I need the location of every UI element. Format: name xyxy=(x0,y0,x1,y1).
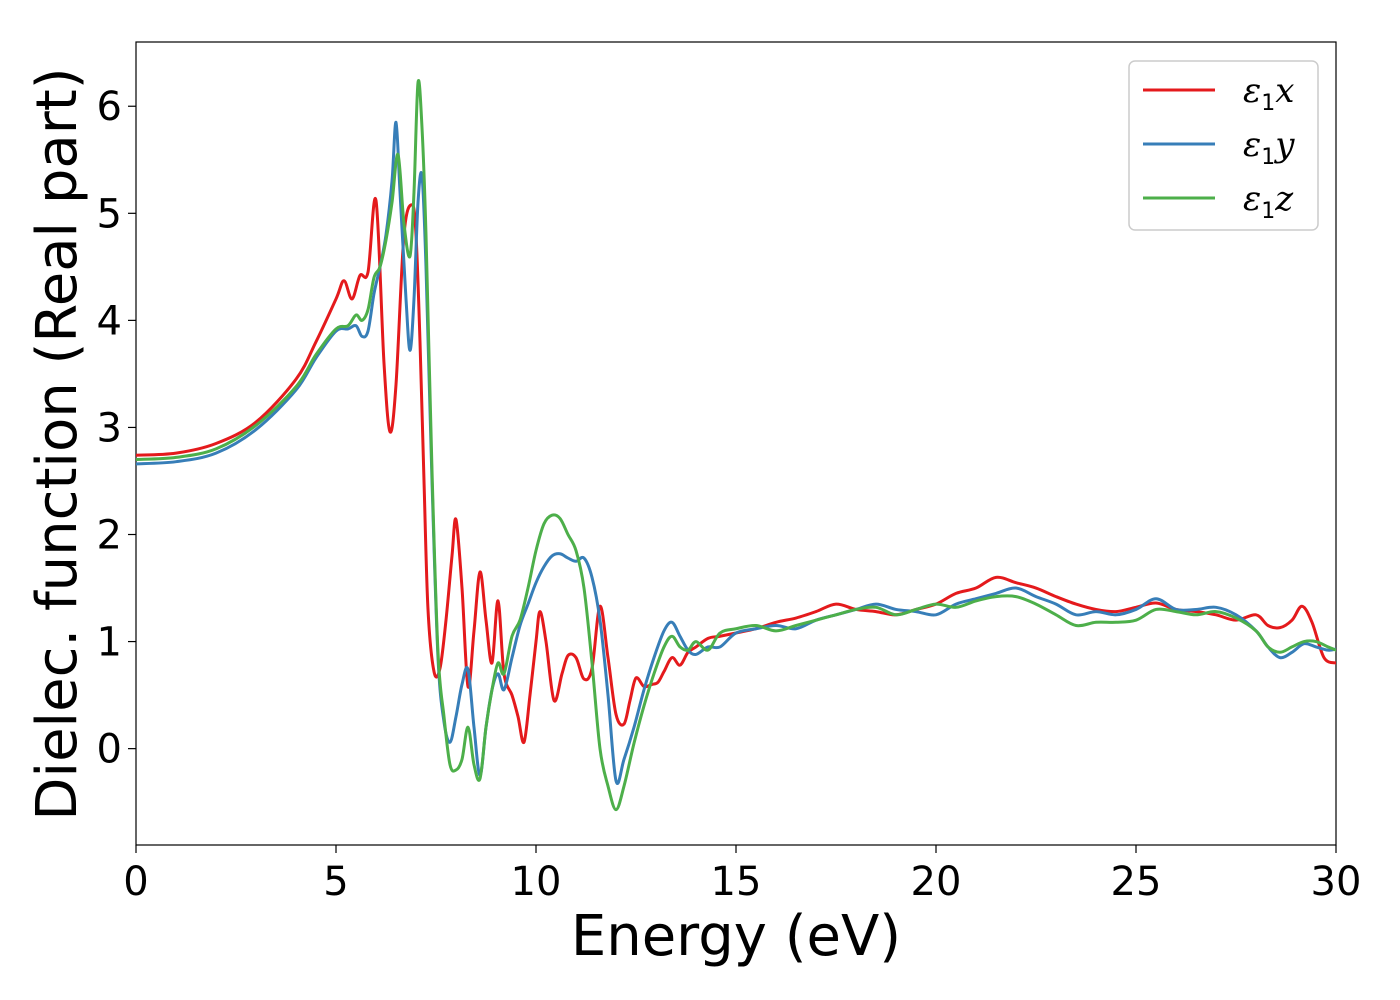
series-layer xyxy=(136,79,1336,812)
x-tick-label: 15 xyxy=(711,859,762,905)
y-tick-label: 3 xyxy=(97,405,122,451)
x-tick-label: 10 xyxy=(511,859,562,905)
y-tick-label: 1 xyxy=(97,620,122,666)
y-tick-label: 0 xyxy=(97,727,122,773)
legend-label-y: ε1y xyxy=(1243,125,1295,170)
x-tick-label: 25 xyxy=(1111,859,1162,905)
legend-frame xyxy=(1128,60,1319,231)
series-line-y xyxy=(136,120,1336,785)
x-axis-label: Energy (eV) xyxy=(571,904,901,969)
x-tick-label: 5 xyxy=(323,859,348,905)
y-tick-label: 5 xyxy=(97,191,122,237)
y-tick-label: 2 xyxy=(97,513,122,559)
x-tick-label: 0 xyxy=(123,859,148,905)
y-tick-label: 6 xyxy=(97,84,122,130)
y-axis-label: Dielec. function (Real part) xyxy=(25,67,90,820)
x-tick-label: 20 xyxy=(911,859,962,905)
legend: ε1x ε1y ε1z xyxy=(1128,60,1319,231)
series-line-z xyxy=(136,79,1336,812)
x-axis-ticks: 0 5 10 15 20 25 30 xyxy=(123,845,1361,905)
y-axis-ticks: 0 1 2 3 4 5 6 xyxy=(97,84,136,773)
y-tick-label: 4 xyxy=(97,298,122,344)
x-tick-label: 30 xyxy=(1311,859,1362,905)
legend-label-z: ε1z xyxy=(1243,179,1294,224)
legend-label-x: ε1x xyxy=(1243,71,1294,116)
